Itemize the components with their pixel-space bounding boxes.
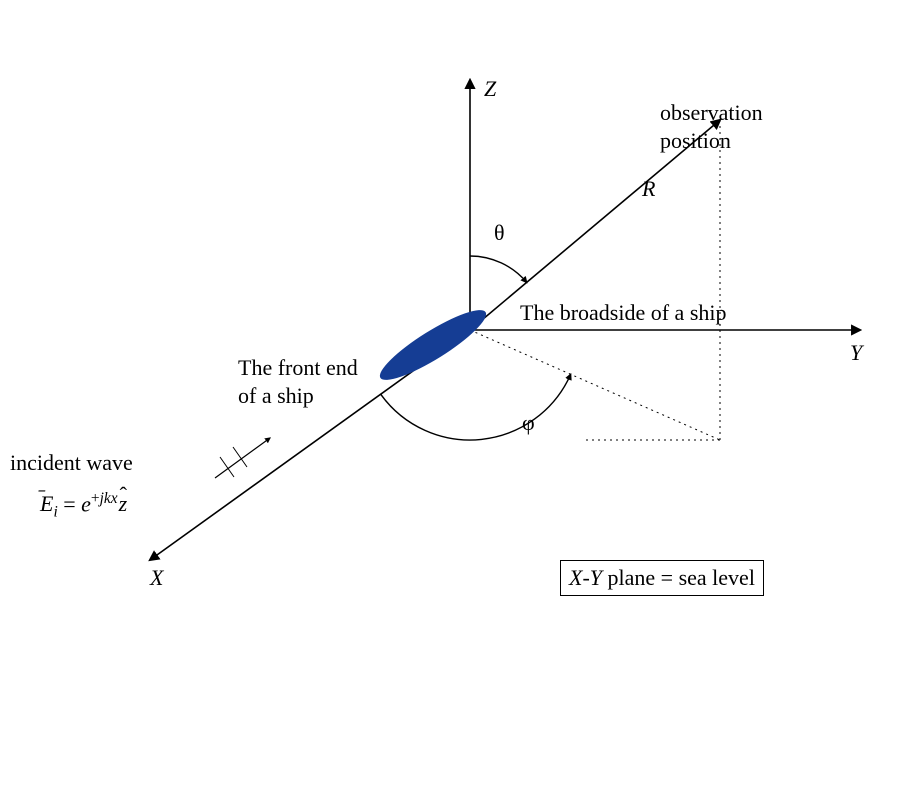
y-axis-label: Y (850, 340, 862, 366)
front-end-label-line2: of a ship (238, 383, 314, 409)
legend-x: X (569, 565, 582, 590)
coordinate-diagram: Z Y X observation position R θ φ The bro… (0, 0, 900, 800)
broadside-label: The broadside of a ship (520, 300, 727, 326)
incident-wave-label: incident wave (10, 450, 133, 476)
incident-wave-tick-0 (220, 457, 234, 477)
diagram-svg (0, 0, 900, 800)
legend-dash: - (582, 565, 589, 590)
theta-label: θ (494, 220, 505, 246)
phi-arc (381, 374, 571, 440)
legend-rest: plane = sea level (602, 565, 755, 590)
legend-box: X-Y plane = sea level (560, 560, 764, 596)
formula-exp-sign: + (91, 490, 100, 507)
legend-y: Y (590, 565, 602, 590)
projection-diagonal (470, 330, 720, 440)
formula-eq: = (58, 491, 81, 516)
formula-e: e (81, 491, 91, 516)
ship-ellipse (373, 300, 493, 389)
formula-exp-jkx: jkx (100, 490, 118, 507)
incident-wave-arrow (215, 438, 270, 478)
formula-E: E (40, 491, 53, 516)
r-label: R (642, 176, 655, 202)
observation-label-line1: observation (660, 100, 763, 126)
incident-wave-formula: ̄ E i = e+jkxˆz (40, 490, 127, 522)
front-end-label-line1: The front end (238, 355, 358, 381)
theta-arc (470, 256, 527, 282)
observation-label-line2: position (660, 128, 731, 154)
phi-label: φ (522, 410, 535, 436)
x-axis-label: X (150, 565, 163, 591)
z-axis-label: Z (484, 76, 496, 102)
